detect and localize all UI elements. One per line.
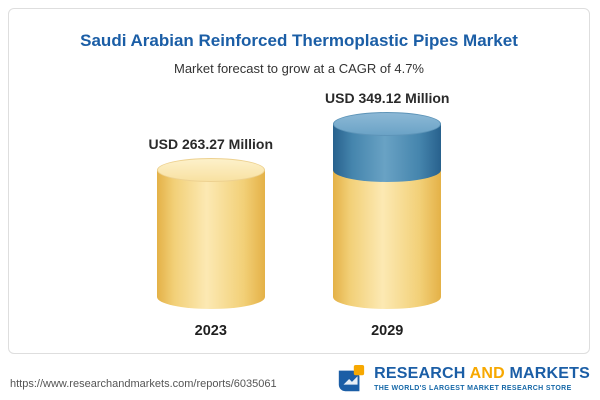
logo-text: RESEARCH AND MARKETS THE WORLD'S LARGEST…	[374, 365, 590, 392]
cylinder-2029-cap	[333, 112, 442, 137]
logo-mark-icon	[336, 364, 366, 394]
axis-label-2023: 2023	[194, 323, 227, 339]
logo-wordmark: RESEARCH AND MARKETS	[374, 365, 590, 383]
bar-group-2029: USD 349.12 Million 2029	[325, 90, 449, 339]
cylinder-2023	[156, 157, 265, 309]
chart-title: Saudi Arabian Reinforced Thermoplastic P…	[80, 31, 518, 50]
research-and-markets-logo[interactable]: RESEARCH AND MARKETS THE WORLD'S LARGEST…	[336, 364, 590, 394]
cylinder-2029-yellow	[333, 169, 442, 309]
bar-chart: USD 263.27 Million 2023 USD 349.12 Milli…	[9, 90, 589, 339]
cylinder-2029-blue	[333, 112, 442, 182]
value-label-2023: USD 263.27 Million	[148, 135, 273, 152]
cylinder-2023-cap	[156, 157, 265, 182]
chart-card: Saudi Arabian Reinforced Thermoplastic P…	[8, 8, 590, 354]
logo-tagline: THE WORLD'S LARGEST MARKET RESEARCH STOR…	[374, 384, 572, 392]
cylinder-2029	[333, 112, 442, 309]
bar-group-2023: USD 263.27 Million 2023	[149, 136, 273, 340]
footer: https://www.researchandmarkets.com/repor…	[10, 364, 590, 394]
value-label-2029: USD 349.12 Million	[325, 90, 450, 107]
axis-label-2029: 2029	[371, 323, 404, 339]
cylinder-2023-body	[156, 157, 265, 309]
chart-subtitle: Market forecast to grow at a CAGR of 4.7…	[174, 61, 424, 76]
report-url-link[interactable]: https://www.researchandmarkets.com/repor…	[10, 378, 277, 390]
